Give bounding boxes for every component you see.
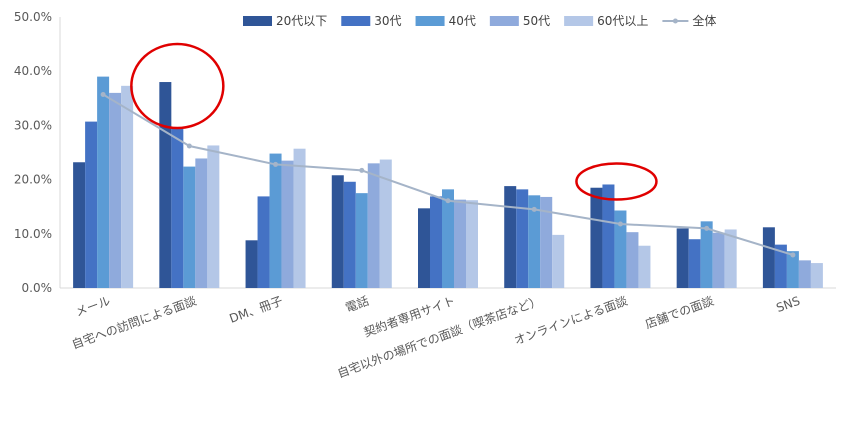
overall-point-8 (790, 252, 796, 258)
bar-3-1 (195, 158, 208, 288)
legend-swatch-0 (243, 16, 272, 26)
bar-2-7 (700, 221, 713, 288)
category-label: 電話 (343, 293, 371, 315)
category-label: SNS (774, 294, 802, 315)
bar-1-1 (171, 128, 184, 288)
bar-4-3 (379, 159, 392, 288)
bar-2-0 (97, 76, 110, 289)
highlight-ellipse-0 (130, 42, 225, 130)
bar-4-6 (638, 245, 651, 288)
legend-swatch-3 (489, 16, 519, 26)
legend-label: 40代 (449, 14, 476, 28)
category-label: 店舗での面談 (643, 293, 716, 332)
overall-point-6 (617, 221, 623, 227)
bar-4-0 (121, 85, 134, 288)
bar-1-2 (257, 196, 270, 288)
overall-point-4 (445, 198, 451, 204)
legend: 20代以下 30代 40代 50代 60代以上 全体 (243, 13, 716, 28)
bar-0-0 (73, 162, 86, 288)
bar-layer (73, 76, 823, 289)
legend-label: 全体 (692, 13, 716, 28)
category-label: メール (74, 294, 113, 319)
bar-0-4 (418, 208, 430, 288)
overall-point-3 (359, 167, 365, 173)
bar-3-6 (626, 232, 639, 288)
legend-swatch-2 (415, 16, 445, 26)
bar-3-0 (109, 92, 122, 288)
legend-item-3: 50代 (489, 14, 550, 28)
bar-1-5 (516, 189, 529, 288)
overall-point-0 (100, 92, 106, 98)
legend-item-5: 全体 (662, 13, 716, 28)
bar-0-2 (245, 240, 258, 288)
bar-4-5 (552, 234, 565, 288)
bar-1-8 (774, 244, 787, 288)
bar-1-7 (688, 239, 701, 288)
y-tick-label: 10.0% (14, 227, 52, 241)
overall-point-5 (531, 206, 537, 212)
y-tick-label: 30.0% (14, 118, 52, 132)
bar-4-8 (810, 263, 823, 288)
bar-2-5 (528, 195, 541, 288)
bar-3-5 (540, 196, 553, 288)
legend-item-2: 40代 (415, 14, 476, 28)
line-layer (100, 92, 796, 258)
bar-3-7 (712, 232, 725, 288)
bar-2-8 (786, 251, 799, 288)
overall-point-7 (704, 225, 710, 231)
legend-label: 60代以上 (597, 14, 648, 28)
bar-0-5 (504, 186, 517, 288)
y-tick-label: 50.0% (14, 10, 52, 24)
bar-2-2 (269, 153, 282, 288)
bar-0-3 (331, 175, 344, 288)
bar-1-4 (430, 196, 442, 288)
legend-label: 20代以下 (276, 14, 327, 28)
bar-4-2 (293, 148, 306, 288)
bar-3-4 (454, 199, 466, 288)
annotation-layer (130, 42, 658, 201)
bar-3-3 (367, 163, 380, 288)
bar-3-2 (281, 160, 294, 288)
y-tick-label: 0.0% (22, 281, 53, 295)
bar-2-1 (183, 166, 196, 288)
legend-label: 30代 (374, 14, 401, 28)
bar-0-1 (159, 82, 172, 288)
bar-4-1 (207, 145, 220, 288)
legend-item-1: 30代 (341, 14, 402, 28)
legend-line-point (672, 18, 678, 24)
bar-0-6 (590, 187, 603, 288)
legend-label: 50代 (523, 14, 550, 28)
bar-4-7 (724, 229, 737, 288)
category-label: DM、冊子 (228, 294, 285, 326)
bar-3-8 (798, 260, 811, 288)
legend-swatch-4 (564, 16, 594, 26)
bar-0-8 (762, 227, 775, 288)
overall-point-2 (273, 161, 279, 167)
bar-1-0 (85, 121, 98, 288)
overall-point-1 (186, 143, 192, 149)
bar-2-6 (614, 210, 627, 288)
y-tick-label: 40.0% (14, 64, 52, 78)
bar-1-3 (343, 181, 356, 288)
bar-1-6 (602, 184, 615, 288)
y-tick-label: 20.0% (14, 173, 52, 187)
legend-item-4: 60代以上 (564, 14, 648, 28)
legend-item-0: 20代以下 (243, 14, 327, 28)
bar-2-4 (442, 189, 454, 288)
bar-2-3 (355, 193, 368, 288)
bar-0-7 (676, 228, 689, 288)
bar-4-4 (466, 200, 478, 288)
highlight-ellipse-1 (575, 162, 658, 201)
legend-swatch-1 (341, 16, 371, 26)
